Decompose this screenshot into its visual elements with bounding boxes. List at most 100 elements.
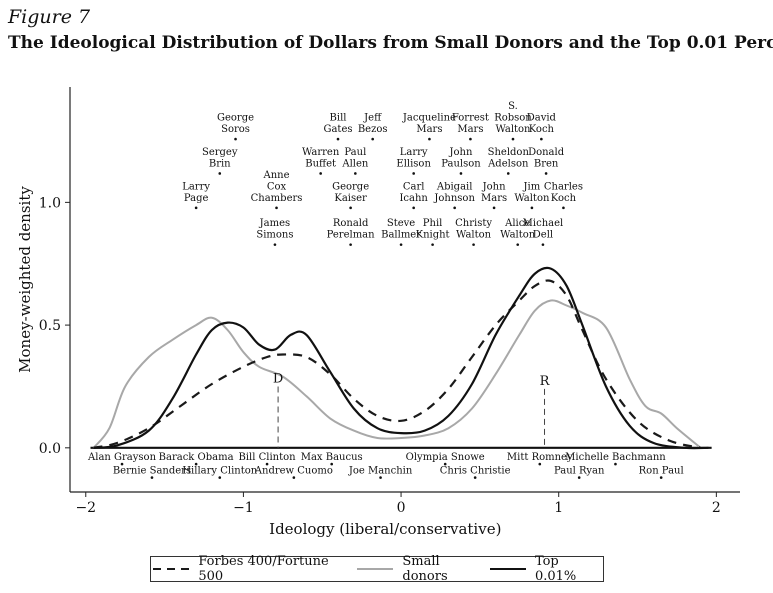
donor-label: Allen: [341, 158, 369, 169]
politician-point: [194, 462, 198, 466]
donor-point: [459, 172, 463, 175]
donor-label: Icahn: [399, 193, 428, 204]
party-median-label: D: [273, 371, 283, 386]
politician-point: [265, 462, 269, 466]
series-line-2: [93, 266, 709, 450]
politician-point: [379, 476, 382, 479]
party-median-label: R: [540, 374, 551, 389]
x-tick-label: −1: [233, 500, 254, 516]
politician-label: Paul Ryan: [554, 466, 605, 477]
donor-label: Buffet: [305, 158, 336, 169]
donor-label: Cox: [267, 181, 287, 192]
donor-label: Donald: [528, 147, 565, 158]
x-tick-label: −2: [75, 500, 96, 516]
donor-label: Knight: [416, 230, 450, 241]
donor-label: Michael: [523, 218, 564, 229]
donor-point: [431, 243, 434, 246]
donor-point: [275, 206, 278, 210]
donor-label: Larry: [400, 147, 428, 158]
series-line-1: [92, 299, 702, 449]
donor-point: [336, 137, 340, 141]
x-tick-label: 1: [554, 500, 563, 516]
donor-label: Bren: [534, 158, 559, 169]
donor-label: George: [332, 181, 369, 192]
donor-label: Johnson: [433, 193, 475, 204]
density-chart: −2 −1 0 1 2 0.0 0.5 1.0 Ideology (liberal/conser…: [16, 87, 740, 538]
politician-label: Olympia Snowe: [406, 452, 485, 463]
donor-point: [354, 172, 357, 175]
donor-label: Phil: [423, 218, 443, 229]
donor-label: Anne: [263, 170, 290, 181]
donor-label: Chambers: [251, 193, 303, 204]
donor-label: Carl: [403, 181, 425, 192]
x-axis-title: Ideology (liberal/conservative): [269, 520, 501, 538]
donor-label: Ronald: [333, 218, 369, 229]
donor-label: Page: [184, 193, 209, 204]
politician-label: Alan Grayson: [87, 452, 157, 463]
donor-point: [218, 172, 222, 175]
donor-point: [530, 206, 534, 210]
y-tick-label: 0.0: [39, 441, 61, 457]
politician-point: [150, 476, 154, 479]
donor-label: Abigail: [436, 181, 473, 192]
donor-label: Bezos: [358, 124, 388, 135]
donor-label: Ballmer: [381, 230, 421, 241]
politician-point: [120, 462, 124, 466]
donor-point: [544, 172, 548, 175]
donor-label: John: [449, 147, 473, 158]
legend-swatch-gray: [357, 568, 394, 570]
politician-point: [330, 462, 333, 466]
donor-point: [540, 137, 543, 141]
politician-label: Chris Christie: [440, 466, 511, 477]
politician-label: Joe Manchin: [348, 466, 413, 477]
donor-label: Steve: [387, 218, 415, 229]
donor-label: David: [527, 113, 557, 124]
donor-label: John: [482, 181, 506, 192]
donor-label: Simons: [256, 230, 293, 241]
donor-point: [349, 243, 352, 246]
donor-label: James: [259, 218, 291, 229]
politician-label: Bill Clinton: [239, 452, 297, 463]
donor-label: Alice: [504, 218, 530, 229]
donor-label: Paulson: [441, 158, 481, 169]
donor-point: [516, 243, 520, 246]
donor-point: [412, 206, 415, 210]
y-tick-label: 0.5: [39, 318, 61, 334]
chart-legend: Forbes 400/Fortune 500 Small donors Top …: [150, 554, 604, 584]
donor-label: Mars: [481, 193, 507, 204]
donor-label: Jim: [523, 181, 541, 192]
donor-label: Bill: [330, 113, 347, 124]
donor-label: Soros: [221, 124, 250, 135]
donor-label: Sergey: [202, 147, 238, 158]
politician-point: [538, 462, 542, 466]
donor-label: Perelman: [327, 230, 376, 241]
politician-label: Barack Obama: [159, 452, 234, 463]
politician-label: Michelle Bachmann: [565, 452, 666, 463]
donor-label: George: [217, 113, 254, 124]
x-tick-label: 0: [397, 500, 406, 516]
legend-swatch-black: [489, 568, 526, 570]
donor-point: [541, 243, 545, 246]
donor-label: S.: [508, 101, 518, 112]
donor-label: Ellison: [396, 158, 431, 169]
donor-point: [562, 206, 565, 210]
legend-label-small-donors: Small donors: [402, 554, 448, 584]
donor-point: [412, 172, 415, 175]
donor-label: Dell: [533, 230, 553, 241]
donor-label: Walton: [514, 193, 550, 204]
donor-label: Walton: [456, 230, 492, 241]
donor-label: Jacqueline: [402, 113, 456, 124]
donor-point: [511, 137, 515, 141]
donor-label: Jeff: [363, 113, 382, 124]
politician-label: Ron Paul: [639, 466, 684, 477]
donor-label: Robson: [494, 113, 532, 124]
donor-point: [506, 172, 510, 175]
donor-point: [371, 137, 374, 141]
donor-label: Gates: [323, 124, 352, 135]
chart-title: The Ideological Distribution of Dollars …: [8, 33, 773, 53]
donor-label: Mars: [416, 124, 442, 135]
donor-point: [319, 172, 322, 175]
y-axis-title: Money-weighted density: [16, 186, 34, 373]
politician-point: [577, 476, 581, 479]
legend-swatch-dashed: [153, 568, 189, 570]
